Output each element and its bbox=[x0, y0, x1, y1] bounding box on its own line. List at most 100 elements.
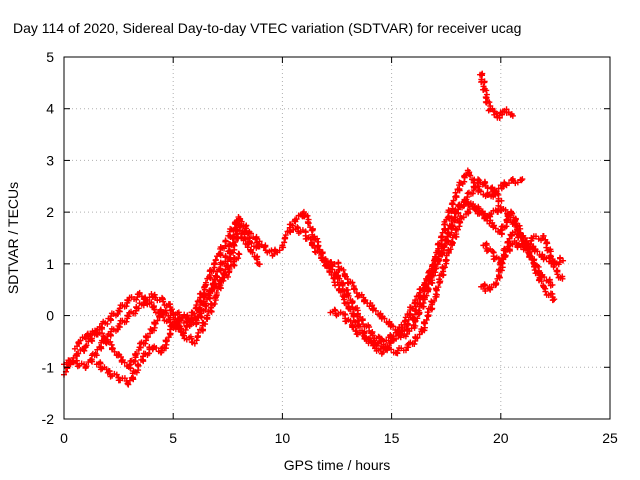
data-point bbox=[168, 306, 175, 313]
data-point bbox=[451, 214, 458, 221]
data-point bbox=[469, 190, 476, 197]
data-point bbox=[236, 251, 243, 258]
data-point bbox=[394, 347, 401, 354]
data-point bbox=[64, 365, 71, 372]
data-point bbox=[256, 243, 263, 250]
data-point bbox=[450, 197, 457, 204]
data-point bbox=[164, 337, 171, 344]
data-point bbox=[123, 318, 130, 325]
data-point bbox=[328, 271, 335, 278]
data-point bbox=[431, 297, 438, 304]
y-axis-label: SDTVAR / TECUs bbox=[5, 182, 21, 294]
data-point bbox=[430, 272, 437, 279]
data-point bbox=[202, 279, 209, 286]
data-point bbox=[487, 213, 494, 220]
data-point bbox=[181, 311, 188, 318]
data-point bbox=[109, 345, 116, 352]
data-point bbox=[318, 254, 325, 261]
data-point bbox=[226, 266, 233, 273]
data-point bbox=[505, 180, 512, 187]
data-point bbox=[454, 226, 461, 233]
data-point bbox=[104, 320, 111, 327]
data-point bbox=[429, 261, 436, 268]
data-point bbox=[486, 220, 493, 227]
data-point bbox=[549, 256, 556, 263]
data-point bbox=[281, 235, 288, 242]
data-point bbox=[519, 176, 526, 183]
data-point bbox=[101, 334, 108, 341]
data-point bbox=[135, 305, 142, 312]
data-point bbox=[423, 316, 430, 323]
data-point bbox=[230, 232, 237, 239]
data-point bbox=[305, 220, 312, 227]
data-point bbox=[414, 315, 421, 322]
data-point bbox=[441, 264, 448, 271]
data-point bbox=[156, 310, 163, 317]
data-point bbox=[493, 110, 500, 117]
x-tick-label: 0 bbox=[60, 430, 68, 446]
data-point bbox=[435, 284, 442, 291]
data-point bbox=[148, 290, 155, 297]
data-point bbox=[442, 256, 449, 263]
data-point bbox=[372, 307, 379, 314]
data-point bbox=[512, 220, 519, 227]
data-point bbox=[151, 306, 158, 313]
data-point bbox=[460, 214, 467, 221]
data-point bbox=[232, 238, 239, 245]
data-point bbox=[235, 250, 242, 257]
data-point bbox=[422, 320, 429, 327]
data-point bbox=[541, 274, 548, 281]
data-point bbox=[293, 216, 300, 223]
data-point bbox=[238, 234, 245, 241]
data-point bbox=[344, 299, 351, 306]
data-point bbox=[452, 189, 459, 196]
data-point bbox=[244, 244, 251, 251]
data-point bbox=[212, 257, 219, 264]
data-point bbox=[434, 257, 441, 264]
data-point bbox=[249, 249, 256, 256]
data-point bbox=[502, 206, 509, 213]
data-point bbox=[411, 341, 418, 348]
data-point bbox=[230, 249, 237, 256]
data-point bbox=[314, 235, 321, 242]
data-point bbox=[350, 324, 357, 331]
data-point bbox=[550, 296, 557, 303]
data-point bbox=[194, 313, 201, 320]
data-point bbox=[384, 345, 391, 352]
data-point bbox=[237, 224, 244, 231]
data-point bbox=[191, 340, 198, 347]
data-point bbox=[227, 248, 234, 255]
data-point bbox=[184, 312, 191, 319]
data-point bbox=[433, 265, 440, 272]
series-track11 bbox=[477, 70, 516, 121]
data-point bbox=[542, 288, 549, 295]
data-point bbox=[498, 260, 505, 267]
data-point bbox=[486, 99, 493, 106]
data-point bbox=[549, 281, 556, 288]
y-tick-label: 0 bbox=[46, 308, 54, 324]
data-point bbox=[282, 232, 289, 239]
data-point bbox=[196, 306, 203, 313]
data-point bbox=[551, 296, 558, 303]
data-point bbox=[136, 289, 143, 296]
data-point bbox=[121, 359, 128, 366]
data-point bbox=[397, 334, 404, 341]
data-point bbox=[448, 238, 455, 245]
data-point bbox=[76, 340, 83, 347]
data-point bbox=[142, 340, 149, 347]
data-point bbox=[194, 333, 201, 340]
data-point bbox=[77, 337, 84, 344]
data-point bbox=[493, 188, 500, 195]
data-point bbox=[205, 291, 212, 298]
data-point bbox=[361, 333, 368, 340]
data-point bbox=[359, 329, 366, 336]
data-point bbox=[482, 288, 489, 295]
data-point bbox=[435, 240, 442, 247]
data-point bbox=[452, 206, 459, 213]
data-point bbox=[148, 299, 155, 306]
data-point bbox=[527, 241, 534, 248]
data-point bbox=[445, 225, 452, 232]
data-point bbox=[477, 188, 484, 195]
data-point bbox=[447, 246, 454, 253]
